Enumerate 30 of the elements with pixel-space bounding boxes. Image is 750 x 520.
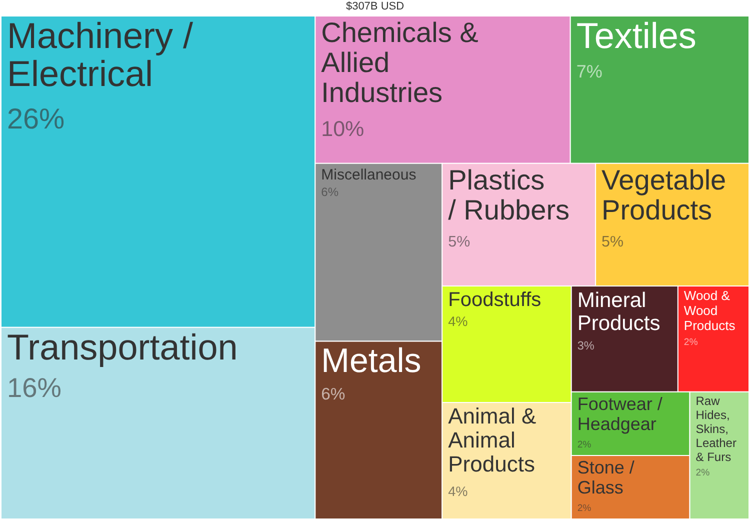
data-label: 3% bbox=[577, 340, 595, 353]
category-label: Vegetable Products bbox=[602, 164, 726, 226]
category-label: Footwear / Headgear bbox=[577, 394, 662, 434]
category-label: Textiles bbox=[576, 15, 696, 56]
category-label: Plastics / Rubbers bbox=[448, 164, 570, 226]
category-label: Metals bbox=[321, 342, 422, 380]
data-label: 2% bbox=[577, 440, 592, 451]
data-label: 5% bbox=[602, 233, 624, 250]
data-label: 2% bbox=[577, 503, 592, 514]
data-label: 26% bbox=[6, 103, 65, 136]
category-label: Machinery / Electrical bbox=[6, 15, 194, 94]
category-label: Stone / Glass bbox=[577, 457, 634, 498]
data-label: 4% bbox=[448, 484, 468, 499]
category-label: Transportation bbox=[6, 326, 238, 368]
data-label: 2% bbox=[696, 467, 710, 478]
data-label: 16% bbox=[6, 372, 62, 404]
data-label: 4% bbox=[448, 314, 468, 330]
category-label: Animal & Animal Products bbox=[448, 404, 536, 477]
data-label: 6% bbox=[321, 384, 346, 404]
category-label: Wood & Wood Products bbox=[684, 288, 736, 334]
category-label: Mineral Products bbox=[577, 289, 660, 336]
category-label: Raw Hides, Skins, Leather & Furs bbox=[696, 394, 736, 464]
data-label: 10% bbox=[321, 117, 364, 142]
data-label: 5% bbox=[448, 233, 470, 250]
category-label: Foodstuffs bbox=[448, 289, 542, 312]
category-label: Miscellaneous bbox=[321, 166, 416, 184]
category-label: Chemicals & Allied Industries bbox=[321, 17, 479, 108]
text: $307B USD bbox=[346, 0, 404, 12]
data-label: 2% bbox=[684, 337, 698, 348]
data-label: 7% bbox=[576, 62, 602, 82]
